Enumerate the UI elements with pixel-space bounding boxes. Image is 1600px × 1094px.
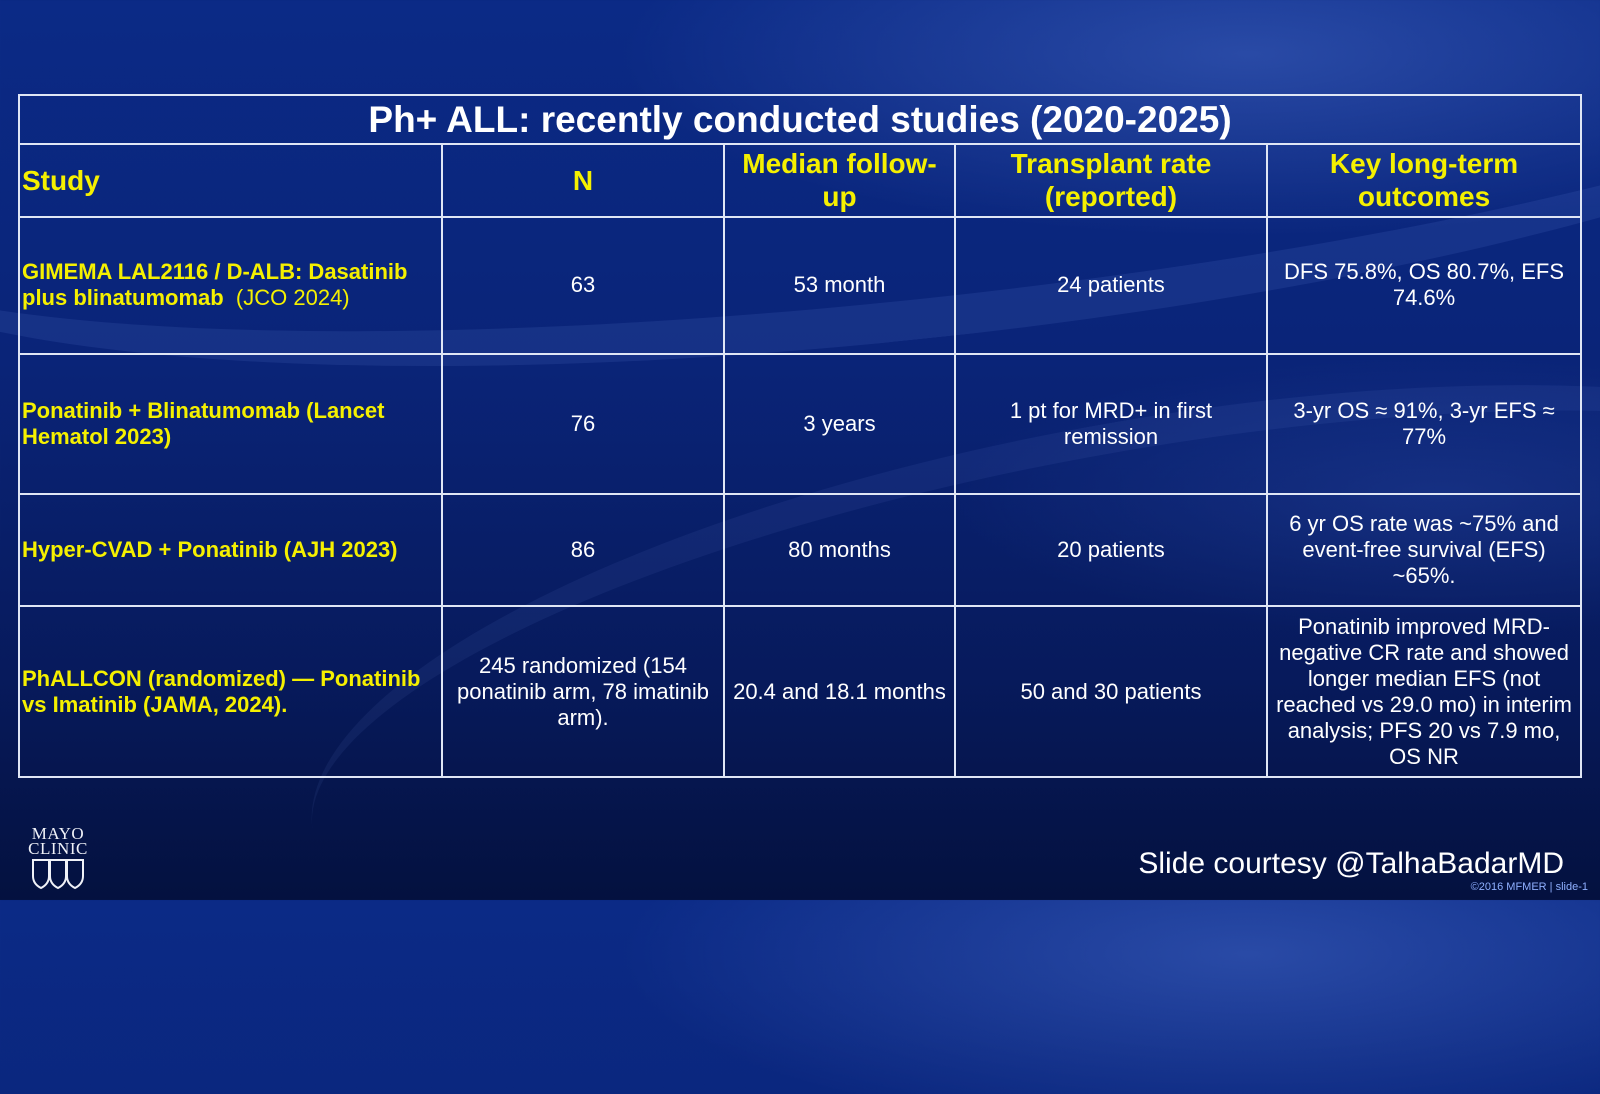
- transplant-cell: 50 and 30 patients: [954, 605, 1268, 778]
- outcomes-cell: DFS 75.8%, OS 80.7%, EFS 74.6%: [1265, 215, 1583, 355]
- slide-title: Ph+ ALL: recently conducted studies (202…: [17, 94, 1583, 145]
- header-row: Study N Median follow-up Transplant rate…: [18, 142, 1583, 218]
- logo-word-clinic: CLINIC: [28, 839, 88, 858]
- header-transplant-line1: Transplant rate: [1010, 148, 1212, 180]
- transplant-cell: 1 pt for MRD+ in first remission: [954, 352, 1268, 495]
- header-study: Study: [18, 142, 443, 218]
- n-cell: 76: [441, 352, 725, 495]
- n-cell: 63: [441, 215, 725, 355]
- transplant-cell: 24 patients: [954, 215, 1268, 355]
- table-row: Hyper-CVAD + Ponatinib (AJH 2023) 86 80 …: [18, 492, 1583, 608]
- followup-cell: 53 month: [723, 215, 956, 355]
- study-journal: (JCO 2024): [235, 285, 350, 311]
- followup-cell: 3 years: [723, 352, 956, 495]
- slide-credit: Slide courtesy @TalhaBadarMD: [1138, 847, 1564, 880]
- n-cell: 86: [441, 492, 725, 608]
- study-name: PhALLCON (randomized) — Ponatinib vs Ima…: [22, 665, 421, 717]
- followup-cell: 80 months: [723, 492, 956, 608]
- header-outcomes: Key long-term outcomes: [1265, 142, 1583, 218]
- followup-cell: 20.4 and 18.1 months: [723, 605, 956, 778]
- table-row: Ponatinib + Blinatumomab (Lancet Hematol…: [18, 352, 1583, 495]
- header-transplant-line2: (reported): [1044, 181, 1178, 213]
- header-outcomes-line2: outcomes: [1357, 181, 1491, 213]
- outcomes-cell: 3-yr OS ≈ 91%, 3-yr EFS ≈ 77%: [1265, 352, 1583, 495]
- mayo-clinic-logo: MAYO CLINIC: [20, 824, 96, 890]
- studies-table: Ph+ ALL: recently conducted studies (202…: [17, 94, 1583, 778]
- study-cell: Ponatinib + Blinatumomab (Lancet Hematol…: [18, 352, 443, 495]
- outcomes-cell: 6 yr OS rate was ~75% and event-free sur…: [1265, 492, 1583, 608]
- study-name: Ponatinib + Blinatumomab (Lancet Hematol…: [22, 397, 385, 449]
- study-name: Hyper-CVAD + Ponatinib (AJH 2023): [22, 537, 398, 563]
- study-cell: PhALLCON (randomized) — Ponatinib vs Ima…: [18, 605, 443, 778]
- n-cell: 245 randomized (154 ponatinib arm, 78 im…: [441, 605, 725, 778]
- header-transplant: Transplant rate (reported): [954, 142, 1268, 218]
- table-row: GIMEMA LAL2116 / D-ALB: Dasatinib plus b…: [18, 215, 1583, 355]
- header-n: N: [441, 142, 725, 218]
- copyright-notice: ©2016 MFMER | slide-1: [1470, 881, 1588, 893]
- shield-icon: [32, 859, 84, 890]
- logo-word-mayo: MAYO: [31, 824, 85, 843]
- study-name: GIMEMA LAL2116 / D-ALB: Dasatinib plus b…: [22, 259, 408, 311]
- header-outcomes-line1: Key long-term: [1329, 148, 1519, 180]
- study-cell: Hyper-CVAD + Ponatinib (AJH 2023): [18, 492, 443, 608]
- transplant-cell: 20 patients: [954, 492, 1268, 608]
- table-row: PhALLCON (randomized) — Ponatinib vs Ima…: [18, 605, 1583, 778]
- header-followup: Median follow-up: [723, 142, 956, 218]
- outcomes-cell: Ponatinib improved MRD-negative CR rate …: [1265, 605, 1583, 778]
- study-cell: GIMEMA LAL2116 / D-ALB: Dasatinib plus b…: [18, 215, 443, 355]
